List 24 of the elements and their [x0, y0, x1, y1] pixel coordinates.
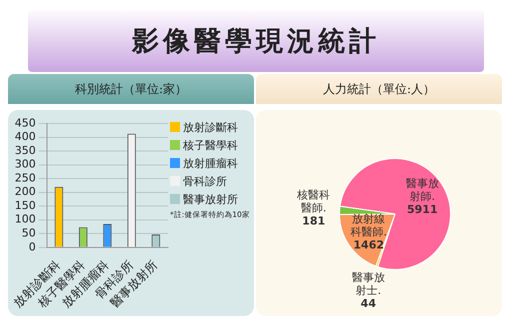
y-tick-label: 350 [14, 144, 36, 157]
chart-title: 人力統計（單位:人） [256, 74, 502, 104]
slice-label: 核醫科醫師. [296, 188, 330, 215]
y-tick-label: 400 [14, 130, 36, 144]
data-label: 5911 [406, 202, 438, 216]
y-tick-label: 300 [14, 158, 36, 171]
y-tick-label: 50 [22, 226, 36, 240]
text: 影像醫學現況統計 [132, 25, 380, 59]
slice-label: 醫事放射師. [406, 176, 439, 203]
legend-label: 放射腫瘤科 [183, 156, 238, 170]
y-tick-label: 250 [14, 171, 36, 184]
slice-label: 醫事放射士. [352, 270, 385, 297]
legend-label: 放射診斷科 [183, 120, 238, 134]
y-tick-label: 150 [14, 198, 36, 212]
y-tick-label: 100 [14, 212, 36, 226]
data-label: 181 [302, 214, 326, 228]
y-tick-label: 200 [14, 185, 36, 198]
y-tick-label: 450 [14, 116, 36, 130]
y-tick-label: 0 [28, 240, 36, 254]
legend-label: 核子醫學科 [183, 138, 238, 152]
data-label: 44 [360, 296, 376, 310]
legend-label: 骨科診所 [183, 174, 227, 188]
legend-label: 醫事放射所 [183, 192, 238, 206]
chart-title: 科別統計（單位:家） [8, 74, 254, 104]
